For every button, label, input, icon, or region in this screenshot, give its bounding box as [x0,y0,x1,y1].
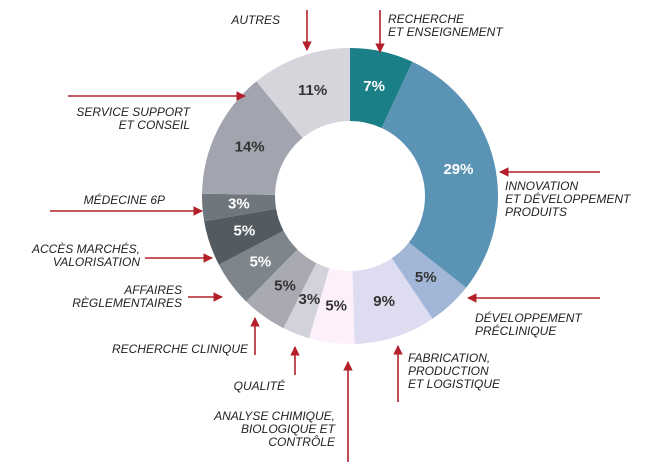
category-label: INNOVATION ET DÉVELOPPEMENT PRODUITS [505,179,631,219]
value-label: 3% [298,291,320,308]
category-label: RECHERCHE ET ENSEIGNEMENT [388,12,503,39]
category-label: DÉVELOPPEMENT PRÉCLINIQUE [475,311,582,338]
donut-segment [218,230,298,302]
category-label: AUTRES [231,13,280,27]
value-label: 5% [250,253,272,270]
value-label: 3% [228,196,250,213]
category-label: QUALITÉ [233,379,285,393]
donut-segment [202,81,303,195]
donut-segment [350,48,413,128]
category-label: ACCÈS MARCHÉS, VALORISATION [31,242,140,269]
donut-segment [283,262,330,339]
donut-segment [202,193,277,222]
value-label: 5% [274,278,296,295]
donut-segment [309,268,355,344]
donut-segment [352,258,433,344]
donut-segment [391,242,467,319]
category-label: FABRICATION, PRODUCTION ET LOGISTIQUE [408,351,501,391]
value-label: 5% [415,269,437,286]
category-label: SERVICE SUPPORT ET CONSEIL [76,105,190,132]
value-label: 5% [234,223,256,240]
category-label: MÉDECINE 6P [83,193,165,207]
category-label: ANALYSE CHIMIQUE, BIOLOGIQUE ET CONTRÔLE [214,409,335,449]
donut-segment [256,48,350,138]
value-label: 7% [363,78,385,95]
value-label: 14% [235,138,265,155]
category-label: RECHERCHE CLINIQUE [111,342,248,356]
value-label: 11% [298,82,327,99]
donut-segment [381,61,499,288]
value-label: 9% [373,293,395,310]
donut-segment [204,208,284,265]
value-label: 29% [443,161,473,178]
category-label: AFFAIRES RÈGLEMENTAIRES [72,283,182,310]
donut-segment [246,249,317,329]
value-label: 5% [325,298,347,315]
